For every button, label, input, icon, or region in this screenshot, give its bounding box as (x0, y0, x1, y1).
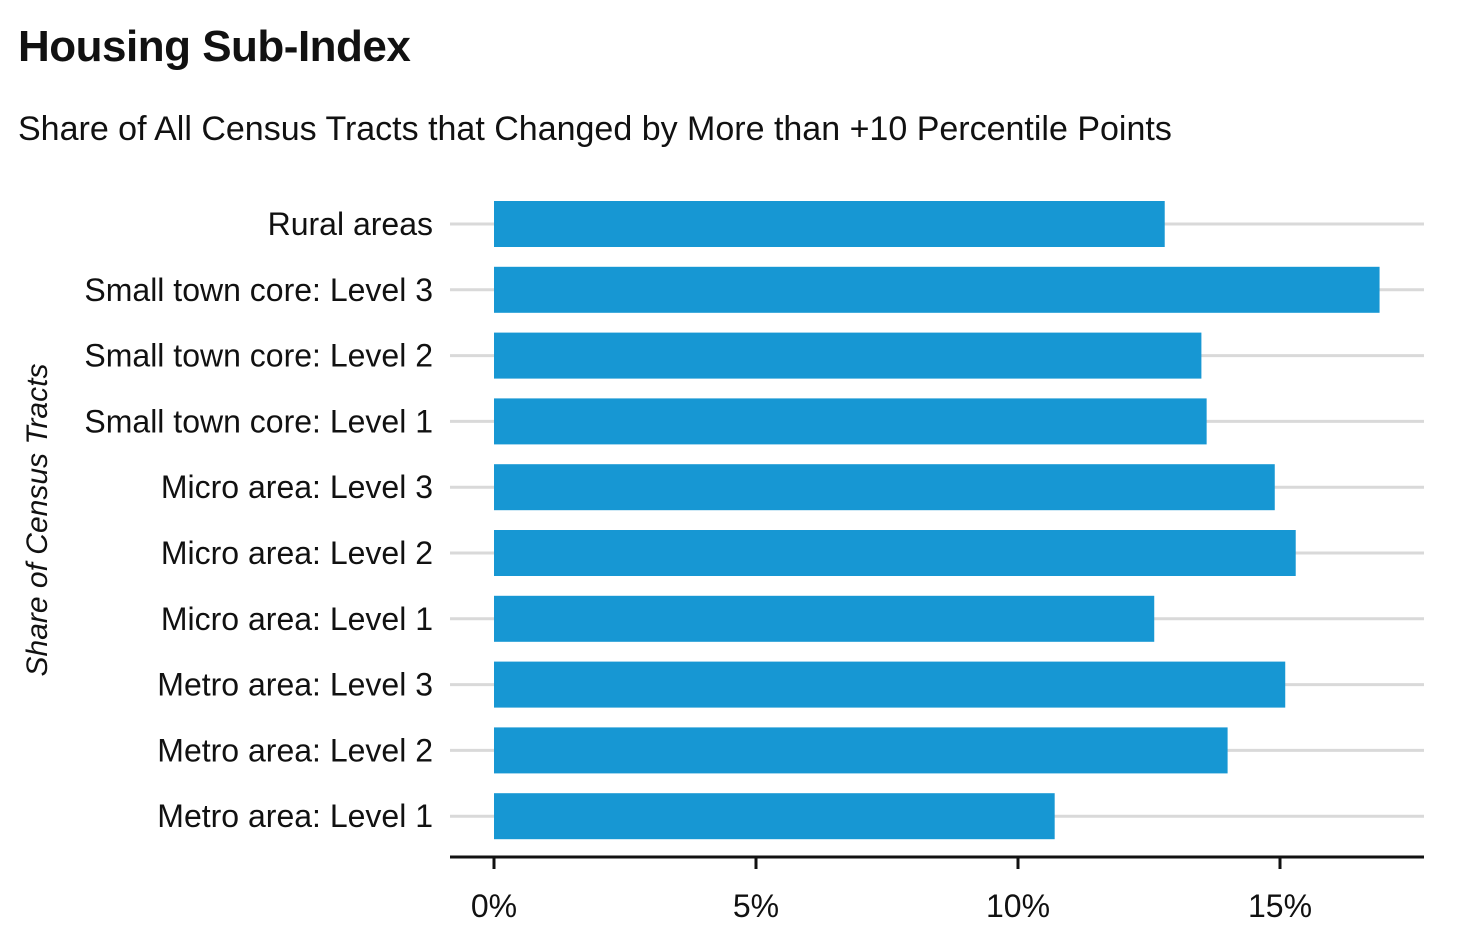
x-tick-label: 0% (471, 888, 517, 924)
category-label: Small town core: Level 1 (84, 403, 433, 439)
category-label: Metro area: Level 2 (157, 732, 433, 768)
bar (494, 727, 1228, 774)
bar (494, 595, 1155, 642)
category-labels: Rural areas Small town core: Level 3 Small… (84, 206, 433, 834)
bar (494, 332, 1202, 379)
category-label: Metro area: Level 1 (157, 798, 433, 834)
category-label: Rural areas (268, 206, 433, 242)
bar (494, 398, 1207, 445)
category-label: Micro area: Level 1 (161, 601, 433, 637)
x-tick-label: 10% (986, 888, 1050, 924)
category-label: Metro area: Level 3 (157, 667, 433, 703)
bar (494, 266, 1380, 313)
category-label: Micro area: Level 2 (161, 535, 433, 571)
bar (494, 793, 1055, 840)
bars (494, 201, 1380, 840)
bar (494, 201, 1165, 247)
bar (494, 661, 1286, 708)
x-axis-ticks: 0% 5% 10% 15% (471, 857, 1312, 924)
x-tick-label: 15% (1248, 888, 1312, 924)
category-label: Small town core: Level 3 (84, 272, 433, 308)
x-tick-label: 5% (733, 888, 779, 924)
category-label: Micro area: Level 3 (161, 469, 433, 505)
gridlines (450, 222, 1424, 818)
chart-subtitle: Share of All Census Tracts that Changed … (18, 110, 1172, 148)
category-label: Small town core: Level 2 (84, 338, 433, 374)
bar (494, 530, 1296, 576)
chart-title: Housing Sub-Index (18, 22, 411, 71)
bar (494, 464, 1275, 511)
y-axis-label: Share of Census Tracts (21, 364, 54, 677)
